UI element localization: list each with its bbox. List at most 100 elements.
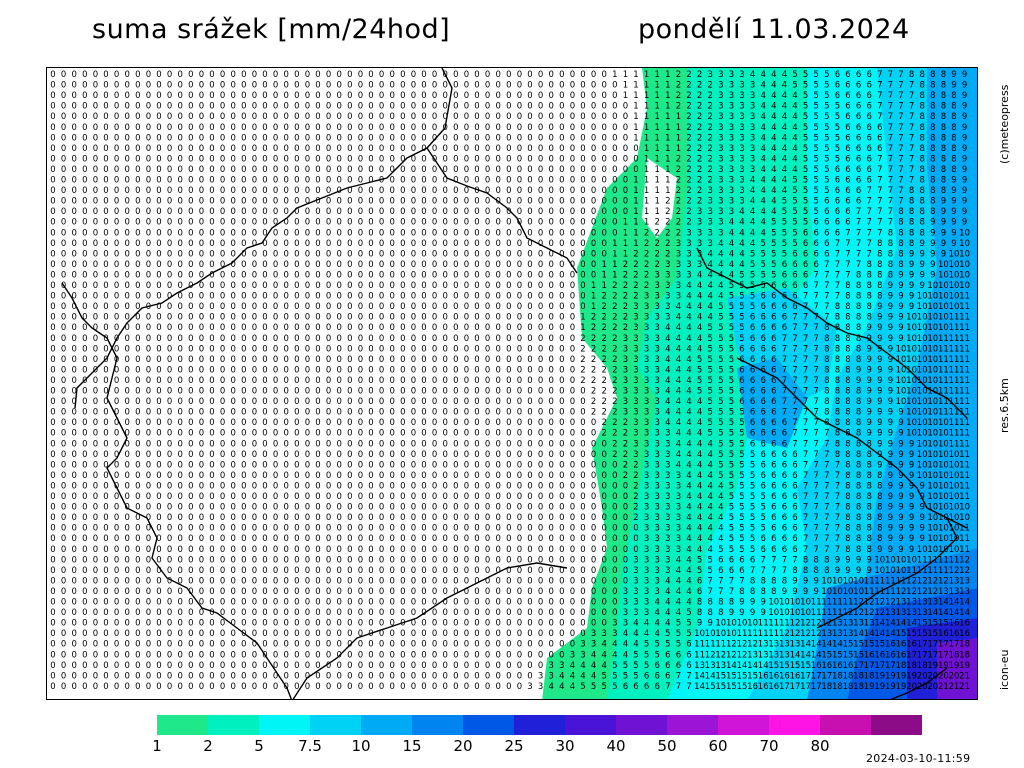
grid-value: 0	[71, 629, 76, 639]
grid-value: 18	[896, 661, 907, 671]
grid-value: 0	[93, 566, 98, 576]
grid-value: 0	[379, 661, 384, 671]
grid-value: 3	[644, 492, 649, 502]
grid-value: 0	[517, 102, 522, 112]
grid-value: 0	[400, 186, 405, 196]
grid-value: 0	[368, 619, 373, 629]
grid-value: 0	[464, 197, 469, 207]
grid-value: 2	[612, 323, 617, 333]
grid-value: 0	[199, 365, 204, 375]
grid-value: 0	[262, 186, 267, 196]
grid-value: 0	[389, 408, 394, 418]
grid-value: 0	[421, 460, 426, 470]
grid-value: 3	[750, 102, 755, 112]
grid-value: 6	[803, 249, 808, 259]
grid-value: 0	[146, 566, 151, 576]
grid-value: 0	[559, 123, 564, 133]
grid-value: 0	[432, 471, 437, 481]
grid-value: 9	[750, 608, 755, 618]
grid-value: 8	[919, 186, 924, 196]
grid-value: 16	[896, 650, 907, 660]
grid-value: 2	[697, 133, 702, 143]
grid-value: 2	[633, 281, 638, 291]
grid-value: 0	[305, 429, 310, 439]
grid-value: 0	[273, 144, 278, 154]
grid-value: 11	[959, 460, 970, 470]
grid-value: 7	[856, 249, 861, 259]
grid-value: 4	[760, 102, 765, 112]
grid-value: 4	[697, 344, 702, 354]
grid-value: 0	[252, 81, 257, 91]
grid-value: 3	[654, 534, 659, 544]
grid-value: 0	[156, 228, 161, 238]
grid-value: 0	[527, 228, 532, 238]
grid-value: 4	[665, 387, 670, 397]
grid-value: 0	[347, 281, 352, 291]
grid-value: 10	[959, 271, 970, 281]
grid-value: 4	[729, 228, 734, 238]
grid-value: 0	[570, 608, 575, 618]
grid-value: 2	[676, 102, 681, 112]
grid-value: 0	[559, 576, 564, 586]
grid-value: 0	[283, 176, 288, 186]
grid-value: 15	[938, 619, 949, 629]
grid-value: 0	[485, 154, 490, 164]
grid-value: 0	[485, 503, 490, 513]
grid-value: 6	[760, 545, 765, 555]
grid-value: 8	[919, 165, 924, 175]
grid-value: 0	[146, 640, 151, 650]
grid-value: 0	[485, 587, 490, 597]
grid-value: 4	[654, 598, 659, 608]
grid-value: 8	[930, 197, 935, 207]
grid-value: 0	[485, 460, 490, 470]
grid-value: 0	[580, 471, 585, 481]
grid-value: 0	[61, 365, 66, 375]
grid-value: 5	[665, 629, 670, 639]
grid-value: 4	[697, 408, 702, 418]
grid-value: 0	[538, 102, 543, 112]
grid-value: 0	[230, 365, 235, 375]
grid-value: 0	[495, 176, 500, 186]
grid-value: 0	[432, 323, 437, 333]
grid-value: 4	[760, 91, 765, 101]
grid-value: 8	[909, 239, 914, 249]
grid-value: 0	[199, 619, 204, 629]
grid-value: 0	[114, 323, 119, 333]
grid-value: 7	[803, 439, 808, 449]
grid-value: 4	[771, 112, 776, 122]
grid-value: 6	[750, 323, 755, 333]
grid-value: 0	[93, 576, 98, 586]
grid-value: 13	[949, 576, 960, 586]
grid-value: 0	[411, 102, 416, 112]
grid-value: 6	[665, 661, 670, 671]
grid-value: 0	[485, 513, 490, 523]
grid-value: 0	[453, 197, 458, 207]
grid-value: 0	[453, 471, 458, 481]
grid-value: 0	[432, 619, 437, 629]
grid-value: 13	[821, 629, 832, 639]
grid-value: 0	[177, 492, 182, 502]
grid-value: 0	[220, 439, 225, 449]
grid-value: 8	[866, 482, 871, 492]
grid-value: 0	[612, 165, 617, 175]
grid-value: 0	[538, 81, 543, 91]
grid-value: 6	[760, 344, 765, 354]
grid-value: 0	[442, 344, 447, 354]
grid-value: 0	[453, 292, 458, 302]
grid-value: 6	[835, 207, 840, 217]
grid-value: 0	[82, 81, 87, 91]
grid-value: 0	[103, 587, 108, 597]
grid-value: 0	[167, 197, 172, 207]
grid-value: 10	[779, 608, 790, 618]
grid-value: 0	[230, 629, 235, 639]
grid-value: 1	[623, 218, 628, 228]
grid-value: 0	[347, 112, 352, 122]
grid-value: 8	[866, 302, 871, 312]
grid-value: 0	[82, 608, 87, 618]
grid-value: 0	[283, 598, 288, 608]
grid-value: 0	[103, 555, 108, 565]
grid-value: 9	[941, 228, 946, 238]
grid-value: 0	[262, 387, 267, 397]
grid-value: 0	[273, 186, 278, 196]
grid-value: 1	[654, 70, 659, 80]
